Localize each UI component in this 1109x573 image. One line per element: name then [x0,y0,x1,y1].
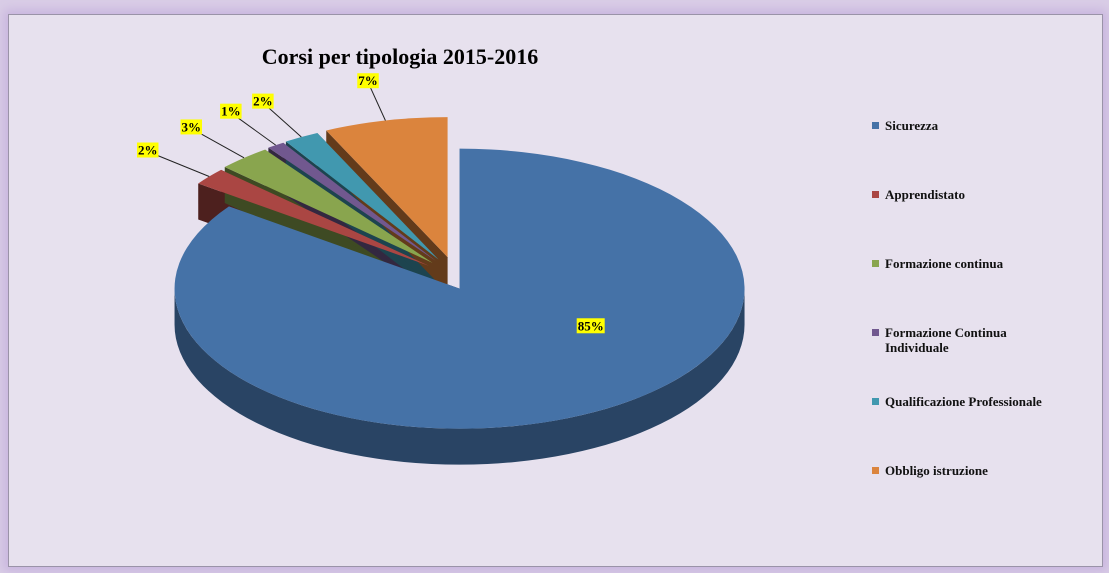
legend-label: Qualificazione Professionale [885,394,1042,409]
legend-item: Qualificazione Professionale [872,394,1042,409]
pie-slice [224,149,433,263]
label-bg [576,318,605,334]
label-bg [220,103,242,119]
label-bg [252,93,274,109]
legend-swatch [872,467,879,474]
legend-item: Formazione Continua Individuale [872,325,1042,355]
legend-label: Formazione continua [885,256,1004,271]
pie-slice [326,117,448,258]
leader-line [367,82,386,121]
pie-slice [285,132,439,260]
pie-slice [268,142,436,261]
data-label: 3% [182,119,202,134]
label-bg [136,142,159,158]
label-bg [180,119,203,135]
legend-label: Sicurezza [885,118,939,133]
pie-slice [198,169,429,266]
legend-label: Apprendistato [885,187,965,202]
data-label: 85% [578,318,604,333]
slice-tops [174,117,745,429]
chart-title: Corsi per tipologia 2015-2016 [262,44,538,69]
data-label: 1% [221,104,241,119]
data-label: 2% [138,143,158,158]
legend-swatch [872,398,879,405]
pie-slice [174,148,745,429]
legend-item: Sicurezza [872,118,1042,133]
legend-label: Obbligo istruzione [885,463,988,478]
legend-swatch [872,260,879,267]
legend-item: Obbligo istruzione [872,463,1042,478]
legend-label: Formazione Continua Individuale [885,325,1007,355]
slice-side [174,288,745,465]
legend-swatch [872,329,879,336]
data-label: 2% [253,94,273,109]
legend-item: Apprendistato [872,187,1042,202]
legend-swatch [872,122,879,129]
data-label: 7% [358,73,378,88]
labels: 85% 2% 3% 1% 2% 7% [136,73,605,334]
legend-swatch [872,191,879,198]
label-bg [357,73,379,89]
legend-item: Formazione continua [872,256,1042,271]
